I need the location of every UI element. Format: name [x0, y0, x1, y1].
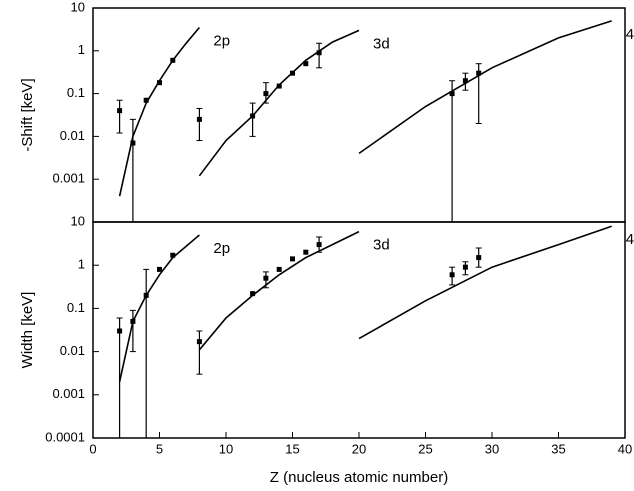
- x-axis-label: Z (nucleus atomic number): [270, 469, 448, 486]
- data-point: [316, 242, 322, 248]
- data-point: [157, 80, 162, 86]
- data-point: [143, 97, 149, 103]
- data-point: [303, 61, 309, 67]
- y-tick-label: 10: [71, 213, 85, 228]
- data-point: [130, 140, 136, 146]
- data-point: [316, 50, 322, 56]
- data-point: [170, 57, 176, 63]
- y-tick-label: 10: [71, 0, 85, 14]
- x-tick-label: 30: [485, 441, 499, 456]
- y-tick-label: 1: [78, 257, 85, 272]
- curve-label: 2p: [213, 32, 230, 49]
- y-tick-label: 0.1: [67, 85, 85, 100]
- data-point: [263, 91, 269, 97]
- curve-label: 3d: [373, 237, 390, 254]
- x-tick-label: 35: [551, 441, 565, 456]
- x-tick-label: 15: [285, 441, 299, 456]
- theory-curve: [358, 225, 612, 340]
- data-point: [449, 272, 455, 278]
- data-point: [276, 266, 282, 272]
- theory-curve: [358, 20, 612, 155]
- data-point: [196, 339, 202, 345]
- theory-curve: [118, 234, 200, 382]
- data-point: [117, 108, 123, 114]
- y-tick-label: 0.01: [60, 128, 85, 143]
- y-axis-label: Width [keV]: [19, 292, 36, 369]
- y-tick-label: 0.1: [67, 300, 85, 315]
- data-point: [263, 275, 269, 281]
- plot-frame: [92, 7, 626, 223]
- data-point: [462, 264, 468, 270]
- data-point: [130, 318, 136, 324]
- data-point: [303, 249, 309, 255]
- data-point: [143, 292, 149, 298]
- x-tick-label: 5: [156, 441, 163, 456]
- theory-curve: [198, 29, 360, 177]
- curve-label: 4f: [626, 231, 634, 248]
- x-tick-label: 10: [219, 441, 233, 456]
- y-tick-label: 0.001: [52, 386, 85, 401]
- curve-label: 4f: [626, 26, 634, 43]
- y-tick-label: 1: [78, 42, 85, 57]
- data-point: [290, 70, 295, 76]
- data-point: [276, 83, 282, 89]
- x-tick-label: 40: [618, 441, 632, 456]
- x-tick-label: 20: [352, 441, 366, 456]
- data-point: [170, 252, 176, 258]
- data-point: [462, 78, 468, 84]
- data-point: [250, 113, 256, 119]
- theory-curve: [118, 26, 201, 197]
- theory-curve: [198, 230, 360, 351]
- data-point: [117, 328, 123, 334]
- x-tick-label: 25: [418, 441, 432, 456]
- data-point: [250, 291, 256, 297]
- curve-label: 3d: [373, 35, 390, 52]
- y-axis-label: -Shift [keV]: [19, 78, 36, 151]
- data-point: [157, 266, 162, 272]
- data-point: [476, 70, 482, 76]
- y-tick-label: 0.0001: [45, 429, 85, 444]
- y-tick-label: 0.001: [52, 171, 85, 186]
- y-tick-label: 0.01: [60, 343, 85, 358]
- data-point: [449, 91, 455, 97]
- data-point: [196, 116, 202, 122]
- curve-label: 2p: [213, 240, 230, 257]
- data-point: [476, 255, 482, 261]
- data-point: [290, 256, 295, 262]
- x-tick-label: 0: [89, 441, 96, 456]
